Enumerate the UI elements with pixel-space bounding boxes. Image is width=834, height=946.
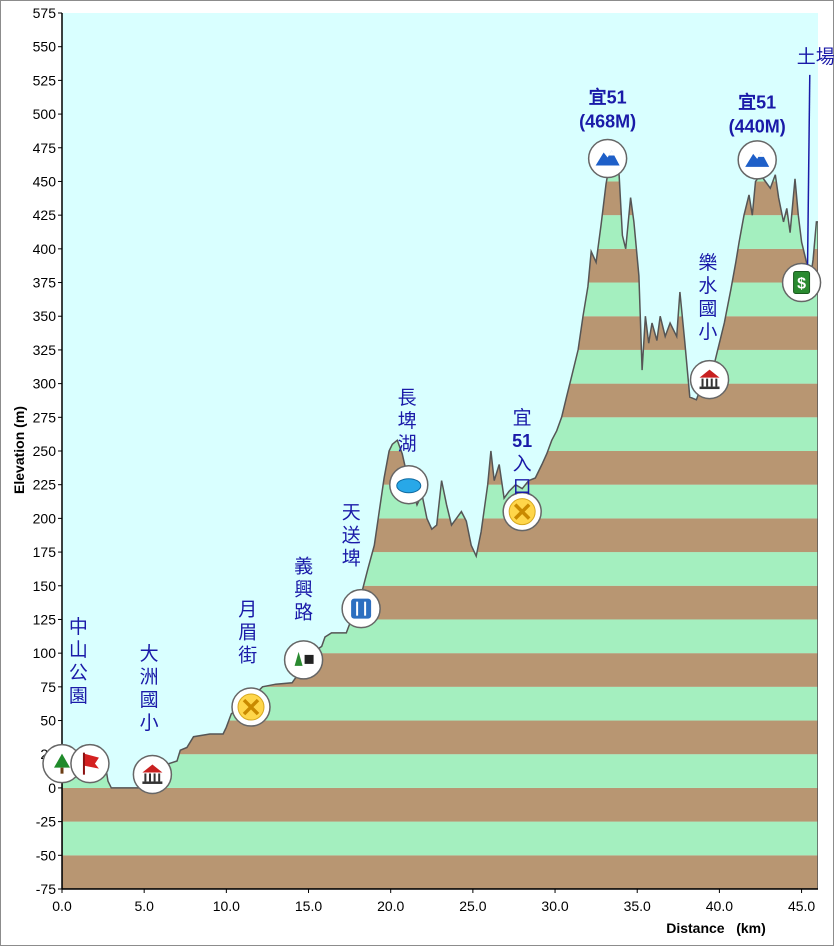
x-axis-ticks: 0.0 5.0 10.0 15.0 20.0 25.0 30.0 35.0 40.0 45.0 xyxy=(52,889,815,914)
x-tick-label: 40.0 xyxy=(706,898,733,914)
y-tick-label: 100 xyxy=(33,645,57,661)
y-tick-label: -25 xyxy=(36,814,56,830)
waypoint-label: 街 xyxy=(238,644,257,666)
waypoint-label: 中 xyxy=(69,616,88,638)
x-tick-label: 5.0 xyxy=(134,898,154,914)
x-axis-label: Distance (km) xyxy=(666,920,766,936)
y-tick-label: 75 xyxy=(40,679,56,695)
y-tick-label: 450 xyxy=(33,173,57,189)
waypoint-label: 埤 xyxy=(342,547,361,569)
waypoint-elevation: (440M) xyxy=(729,117,786,137)
waypoint-label: 埤 xyxy=(398,410,417,432)
x-tick-label: 10.0 xyxy=(213,898,240,914)
y-tick-label: 0 xyxy=(48,780,56,796)
waypoint-label: 樂 xyxy=(698,252,717,274)
waypoint-label: 義 xyxy=(294,555,313,577)
waypoint-label: 園 xyxy=(69,685,88,707)
waypoint-label: 月 xyxy=(238,598,257,620)
elevation-band xyxy=(62,855,818,889)
y-tick-label: 150 xyxy=(33,578,57,594)
y-tick-label: 125 xyxy=(33,611,57,627)
y-tick-label: -75 xyxy=(36,881,56,897)
waypoint-label: 國 xyxy=(140,689,159,711)
y-tick-label: 175 xyxy=(33,544,57,560)
trail-icon[interactable] xyxy=(283,640,324,680)
y-tick-label: 550 xyxy=(33,39,57,55)
waypoint-label: 小 xyxy=(698,321,717,343)
waypoint-label: 土場 xyxy=(797,46,834,68)
waypoint-label: 51 xyxy=(512,431,532,451)
waypoint-label: 宜 xyxy=(513,407,532,429)
x-tick-label: 30.0 xyxy=(541,898,568,914)
lake-icon[interactable] xyxy=(389,464,429,505)
dollar-icon[interactable]: $ xyxy=(781,262,822,303)
y-tick-label: 200 xyxy=(33,510,57,526)
x-tick-label: 25.0 xyxy=(459,898,486,914)
flag-icon[interactable] xyxy=(70,743,110,784)
x-tick-label: 0.0 xyxy=(52,898,72,914)
waypoint-label: 大 xyxy=(140,643,159,665)
waypoint-label: 湖 xyxy=(398,433,417,455)
waypoint-label: 興 xyxy=(294,578,313,600)
y-axis-ticks: 5755505255004754504254003753503253002752… xyxy=(33,5,62,897)
waypoint-label: 路 xyxy=(294,601,313,623)
y-tick-label: 525 xyxy=(33,72,57,88)
y-tick-label: 275 xyxy=(33,409,57,425)
elevation-band xyxy=(62,787,818,822)
crossing-icon[interactable] xyxy=(502,491,542,532)
elevation-band xyxy=(62,821,818,856)
school-icon[interactable] xyxy=(689,359,730,400)
x-tick-label: 45.0 xyxy=(788,898,815,914)
waypoint-label: 眉 xyxy=(238,621,257,643)
waypoint-label: 水 xyxy=(698,275,717,297)
waypoints: 中山公園大洲國小月眉街義興路天送埤長埤湖宜51入口宜51(468M)樂水國小宜5… xyxy=(42,46,834,795)
waypoint-label: 宜51 xyxy=(589,86,627,107)
y-tick-label: 400 xyxy=(33,241,57,257)
svg-text:$: $ xyxy=(797,276,806,293)
waypoint-label: 送 xyxy=(342,524,361,546)
x-tick-label: 35.0 xyxy=(624,898,651,914)
y-tick-label: 500 xyxy=(33,106,57,122)
y-tick-label: 50 xyxy=(40,713,56,729)
summit-icon[interactable] xyxy=(737,140,777,180)
waypoint-label: 洲 xyxy=(140,666,159,688)
y-tick-label: -50 xyxy=(36,847,56,863)
waypoint-label: 山 xyxy=(69,639,88,661)
leader-line xyxy=(806,74,811,265)
school-icon[interactable] xyxy=(132,754,173,795)
y-tick-label: 325 xyxy=(33,342,57,358)
summit-icon[interactable] xyxy=(587,138,628,179)
waypoint-label: 公 xyxy=(69,662,88,684)
waypoint-elevation: (468M) xyxy=(579,111,636,131)
elevation-band xyxy=(62,754,818,788)
waypoint-label: 宜51 xyxy=(738,92,776,113)
restaurant-icon[interactable] xyxy=(341,588,381,629)
y-tick-label: 475 xyxy=(33,140,57,156)
waypoint-label: 入 xyxy=(513,453,532,475)
x-tick-label: 15.0 xyxy=(295,898,322,914)
waypoint-label: 小 xyxy=(140,712,159,734)
y-tick-label: 375 xyxy=(33,275,57,291)
y-tick-label: 250 xyxy=(33,443,57,459)
y-axis-label: Elevation (m) xyxy=(11,406,27,494)
y-tick-label: 575 xyxy=(33,5,57,21)
y-tick-label: 225 xyxy=(33,477,57,493)
waypoint-label: 口 xyxy=(513,476,532,498)
waypoint-label: 長 xyxy=(398,387,417,409)
tree-icon[interactable] xyxy=(42,743,82,784)
waypoint-label: 天 xyxy=(342,501,361,523)
y-tick-label: 350 xyxy=(33,308,57,324)
x-tick-label: 20.0 xyxy=(377,898,404,914)
y-tick-label: 300 xyxy=(33,376,57,392)
crossing-icon[interactable] xyxy=(231,687,271,727)
waypoint-label: 國 xyxy=(698,298,717,320)
y-tick-label: 425 xyxy=(33,207,57,223)
